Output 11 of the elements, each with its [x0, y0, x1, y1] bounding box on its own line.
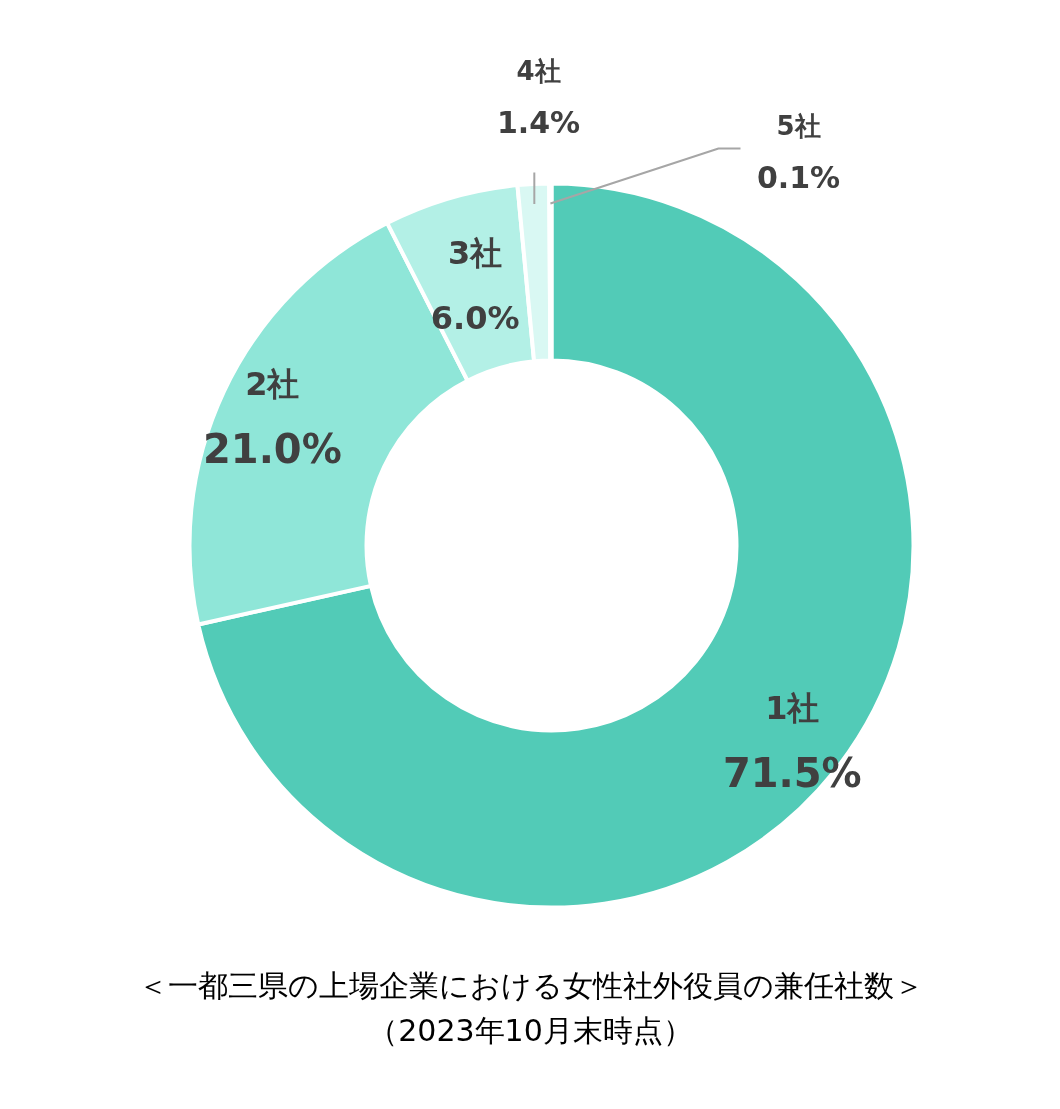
slice-label: 4社: [516, 55, 561, 86]
slice-label: 3社: [448, 233, 503, 272]
text: （2023年10月末時点）: [368, 1013, 693, 1048]
slice-label: 1社: [765, 689, 820, 728]
text: ＜一都三県の上場企業における女性社外役員の兼任社数＞: [137, 968, 924, 1003]
data-label: 0.1%: [756, 160, 841, 195]
data-label: 1.4%: [496, 105, 581, 140]
data-label: 6.0%: [430, 298, 520, 337]
slice-label: 2社: [245, 365, 300, 404]
slice-label: 5社: [776, 110, 821, 141]
data-label: 21.0%: [202, 426, 342, 473]
